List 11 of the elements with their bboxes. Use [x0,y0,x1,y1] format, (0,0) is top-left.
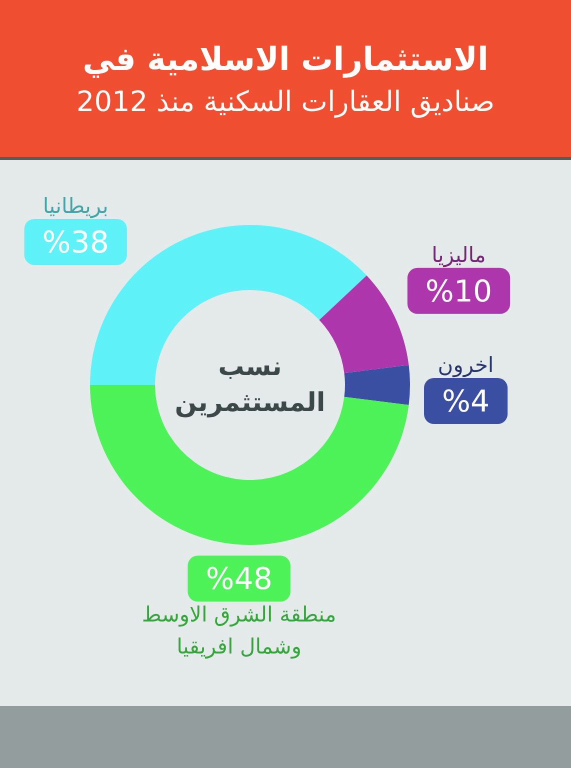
slice-label: اخرون [438,353,494,378]
data-label: %38 [42,225,109,260]
chart-title: الاستثمارات الاسلامية في [82,38,488,80]
legend-label: منطقة الشرق الاوسط وشمال افريقيا [142,602,336,660]
slice-label: بريطانيا [42,194,108,219]
data-label: %4 [442,384,490,420]
text: نسب المستثمرين [174,352,326,418]
data-label: %48 [206,562,272,598]
slice-label: ماليزيا [432,242,486,268]
data-label: %10 [425,274,492,310]
chart-subtitle: صناديق العقارات السكنية منذ 2012 [76,84,495,120]
